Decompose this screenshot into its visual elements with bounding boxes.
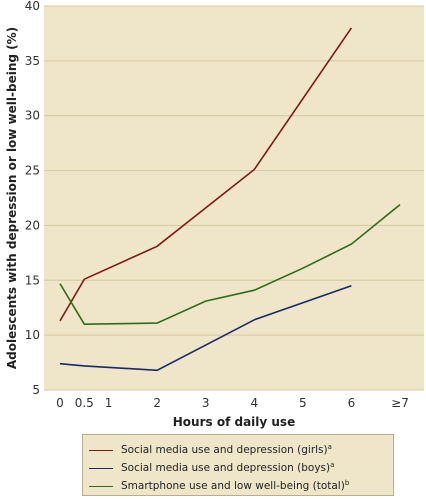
x-tick-label: 3	[202, 396, 210, 410]
y-tick-label: 35	[25, 54, 40, 68]
legend-note-boys: a	[330, 461, 335, 469]
y-tick-label: 30	[25, 109, 40, 123]
series-line-0	[59, 27, 353, 322]
legend-label-boys: Social media use and depression (boys)	[121, 462, 331, 474]
legend-label-girls: Social media use and depression (girls)	[121, 444, 328, 456]
series-line-2	[59, 203, 401, 326]
x-tick-labels: 0 0.5 1 2 3 4 5 6 ≥7	[56, 396, 409, 410]
series-lines	[59, 27, 401, 372]
x-tick-label: 6	[348, 396, 356, 410]
legend-item-boys: Social media use and depression (boys) a	[89, 459, 334, 477]
y-tick-label: 5	[32, 383, 40, 397]
x-tick-label: 2	[153, 396, 161, 410]
grid-lines	[44, 5, 424, 391]
x-tick-label: 4	[250, 396, 258, 410]
y-tick-label: 20	[25, 218, 40, 232]
x-tick-label: ≥7	[391, 396, 409, 410]
legend-label-smartphone: Smartphone use and low well-being (total…	[121, 480, 345, 492]
x-tick-label: 0.5	[75, 396, 94, 410]
x-tick-label: 1	[105, 396, 113, 410]
y-tick-label: 40	[25, 0, 40, 13]
x-tick-label: 0	[56, 396, 64, 410]
x-axis-title: Hours of daily use	[173, 415, 295, 429]
legend-swatch-boys	[89, 467, 113, 469]
legend: Social media use and depression (girls) …	[82, 434, 394, 496]
y-axis-title: Adolescents with depression or low well-…	[5, 27, 19, 369]
legend-note-smartphone: b	[344, 479, 350, 487]
legend-note-girls: a	[327, 443, 332, 451]
x-tick-label: 5	[299, 396, 307, 410]
legend-item-girls: Social media use and depression (girls) …	[89, 441, 332, 459]
legend-item-smartphone: Smartphone use and low well-being (total…	[89, 477, 349, 495]
legend-swatch-smartphone	[89, 485, 113, 487]
series-line-1	[59, 285, 352, 372]
y-tick-label: 25	[25, 164, 40, 178]
y-tick-labels: 5 10 15 20 25 30 35 40	[25, 0, 40, 397]
y-tick-label: 15	[25, 273, 40, 287]
legend-swatch-girls	[89, 449, 113, 451]
plot-area	[44, 6, 424, 390]
y-tick-label: 10	[25, 328, 40, 342]
